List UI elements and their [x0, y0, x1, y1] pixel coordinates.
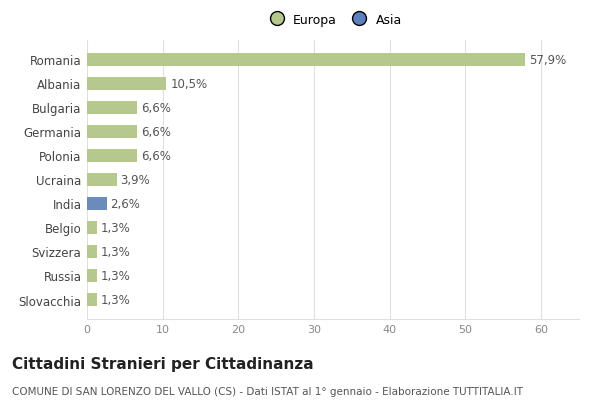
- Legend: Europa, Asia: Europa, Asia: [262, 11, 404, 29]
- Text: 3,9%: 3,9%: [121, 173, 150, 187]
- Bar: [87, 126, 137, 139]
- Bar: [87, 101, 137, 115]
- Text: 6,6%: 6,6%: [141, 150, 170, 162]
- Text: COMUNE DI SAN LORENZO DEL VALLO (CS) - Dati ISTAT al 1° gennaio - Elaborazione T: COMUNE DI SAN LORENZO DEL VALLO (CS) - D…: [12, 387, 523, 396]
- Bar: [87, 54, 525, 67]
- Text: 6,6%: 6,6%: [141, 101, 170, 115]
- Bar: [87, 149, 137, 163]
- Text: 1,3%: 1,3%: [101, 245, 130, 258]
- Text: 6,6%: 6,6%: [141, 126, 170, 139]
- Bar: [87, 269, 97, 282]
- Text: 57,9%: 57,9%: [529, 54, 566, 67]
- Text: 1,3%: 1,3%: [101, 221, 130, 234]
- Text: 1,3%: 1,3%: [101, 293, 130, 306]
- Text: 2,6%: 2,6%: [110, 198, 140, 210]
- Bar: [87, 245, 97, 258]
- Bar: [87, 197, 107, 211]
- Text: 10,5%: 10,5%: [170, 78, 208, 90]
- Text: Cittadini Stranieri per Cittadinanza: Cittadini Stranieri per Cittadinanza: [12, 356, 314, 371]
- Text: 1,3%: 1,3%: [101, 270, 130, 282]
- Bar: [87, 78, 166, 91]
- Bar: [87, 221, 97, 234]
- Bar: [87, 293, 97, 306]
- Bar: [87, 173, 116, 187]
